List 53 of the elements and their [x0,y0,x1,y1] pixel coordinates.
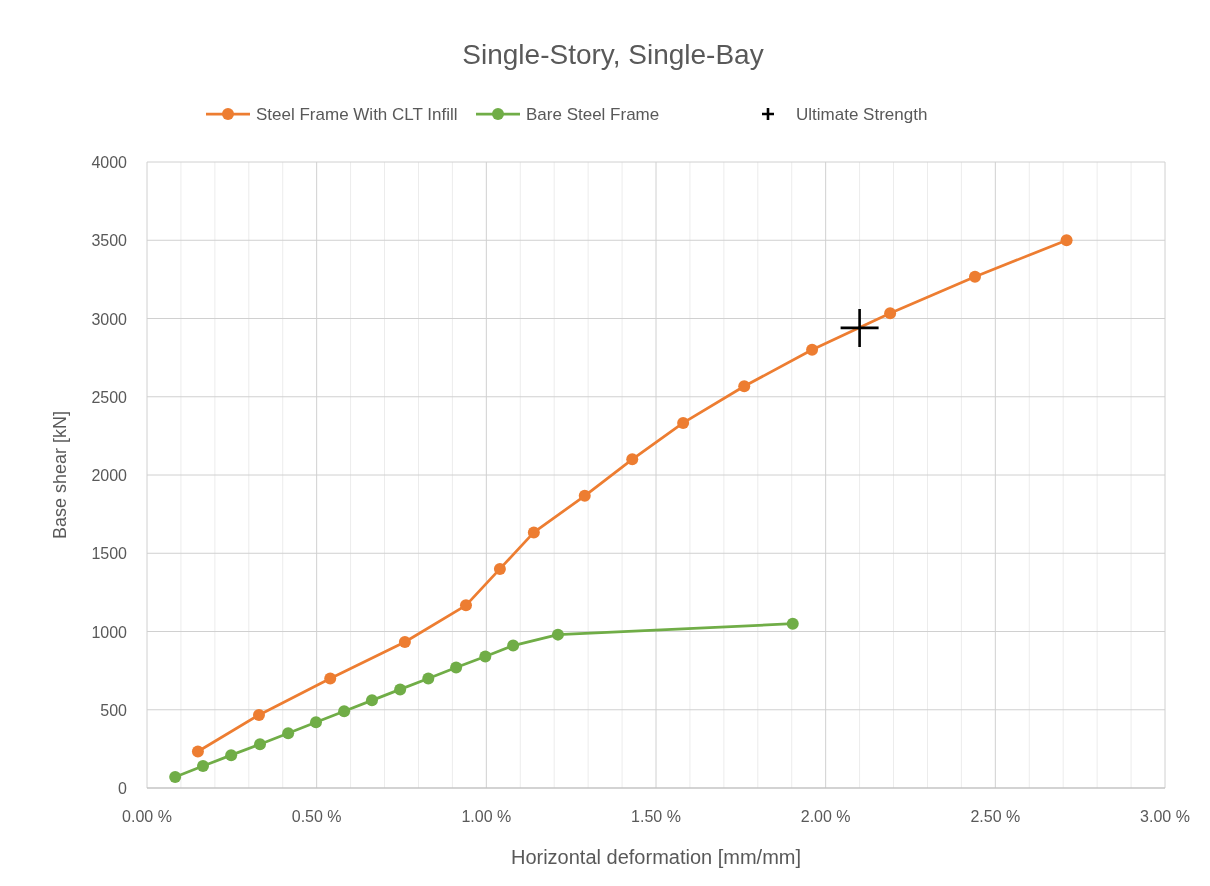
point [677,416,690,429]
x-tick-label: 1.00 % [461,808,512,825]
legend-label: Bare Steel Frame [526,105,660,124]
point [282,727,295,740]
x-tick-label: 0.50 % [291,808,342,825]
point [806,343,819,356]
chart-title: Single-Story, Single-Bay [462,39,764,70]
y-tick-label: 1500 [91,545,128,563]
point [394,683,407,696]
legend-label: Steel Frame With CLT Infill [256,105,458,124]
x-tick-label: 0.00 % [122,808,172,825]
y-tick-label: 2500 [91,388,128,406]
point [507,639,520,652]
point [398,635,411,648]
point [551,628,564,641]
point [626,453,639,466]
point [309,716,322,729]
y-tick-label: 3000 [91,310,128,328]
point [450,661,463,674]
point [884,307,897,320]
point [1060,234,1073,247]
point [840,308,879,347]
point [365,694,378,707]
point [786,617,799,630]
y-tick-label: 500 [100,701,128,719]
y-axis-title: Base shear [kN] [50,410,70,540]
x-tick-label: 3.00 % [1140,808,1190,825]
x-tick-label: 1.50 % [631,808,681,825]
point [968,270,981,283]
y-tick-label: 3500 [91,232,128,250]
point [738,380,751,393]
point [459,599,472,612]
point [196,760,209,773]
point [493,562,506,575]
point [225,749,238,762]
x-tick-label: 2.50 % [970,808,1021,825]
y-tick-label: 0 [118,780,128,797]
point [527,526,540,539]
x-tick-label: 2.00 % [800,808,851,825]
legend-label: Ultimate Strength [796,105,928,124]
point [252,708,265,721]
point [324,672,337,685]
point [191,745,204,758]
y-tick-label: 1000 [91,623,128,641]
point [578,489,591,502]
x-axis-title: Horizontal deformation [mm/mm] [510,846,802,868]
point [479,650,492,663]
point [169,771,182,784]
point [338,705,351,718]
y-tick-label: 2000 [91,467,128,484]
y-tick-label: 4000 [91,154,128,171]
point [254,738,266,751]
point [422,672,435,685]
